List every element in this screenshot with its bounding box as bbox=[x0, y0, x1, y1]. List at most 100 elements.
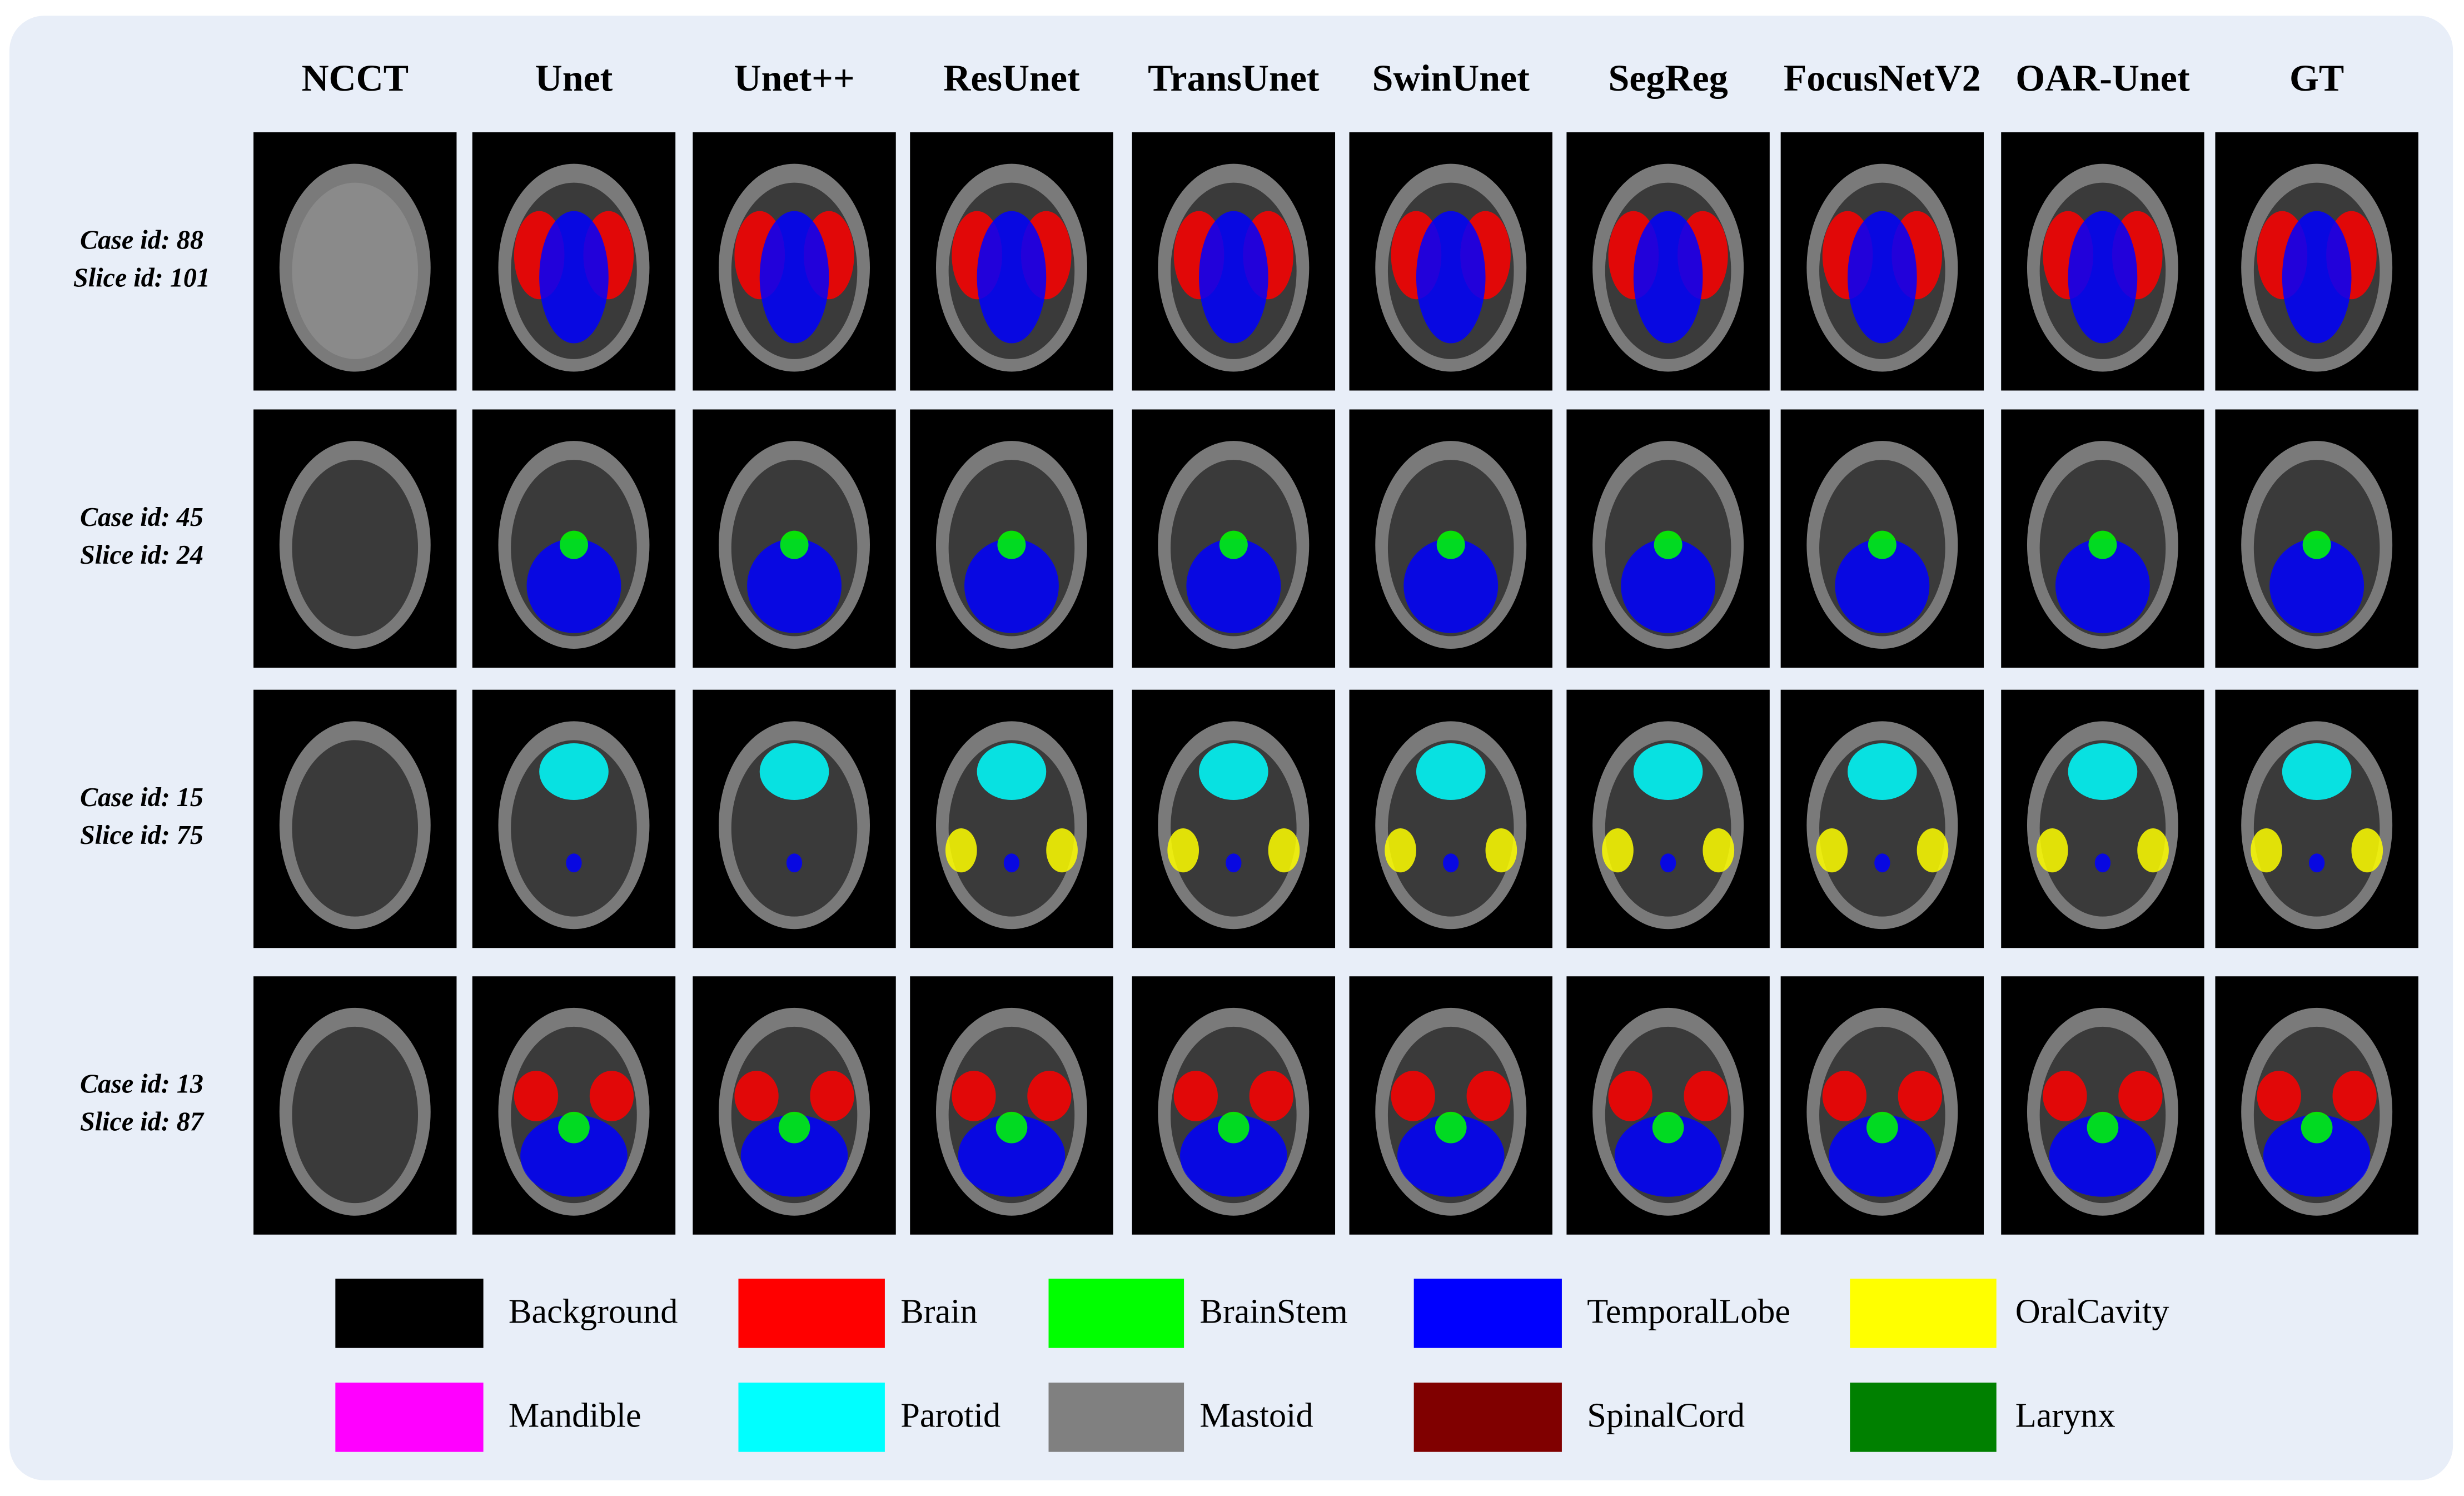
segmentation bbox=[2351, 828, 2383, 873]
segmentation bbox=[810, 1071, 854, 1121]
segmentation bbox=[2269, 538, 2365, 633]
case-id: Case id: 15 bbox=[80, 783, 203, 812]
segmentation bbox=[526, 538, 621, 633]
segmentation bbox=[1391, 1071, 1435, 1121]
segmentation bbox=[1848, 743, 1917, 800]
legend-label: Mastoid bbox=[1199, 1396, 1313, 1434]
segmentation bbox=[1602, 828, 1634, 873]
segmentation bbox=[589, 1071, 634, 1121]
legend-label: Larynx bbox=[2015, 1396, 2115, 1434]
segmentation bbox=[1466, 1071, 1511, 1121]
segmentation bbox=[1822, 1071, 1867, 1121]
segmentation bbox=[1199, 743, 1268, 800]
segmentation bbox=[520, 1115, 628, 1197]
segmentation bbox=[1180, 1115, 1287, 1197]
legend-swatch bbox=[1048, 1279, 1184, 1348]
segmentation bbox=[747, 538, 842, 633]
segmentation bbox=[1397, 1115, 1505, 1197]
segmentation bbox=[759, 211, 829, 344]
segmentation bbox=[1249, 1071, 1293, 1121]
skull-inner bbox=[948, 740, 1075, 917]
segmentation bbox=[786, 853, 803, 873]
segmentation bbox=[2257, 1071, 2301, 1121]
segmentation bbox=[2282, 211, 2352, 344]
segmentation bbox=[1816, 828, 1848, 873]
segmentation bbox=[1173, 1071, 1218, 1121]
segmentation bbox=[566, 853, 582, 873]
segmentation bbox=[1219, 530, 1248, 559]
segmentation bbox=[1868, 530, 1896, 559]
segmentation bbox=[964, 538, 1059, 633]
column-header: Unet++ bbox=[734, 57, 854, 99]
legend-swatch bbox=[335, 1383, 484, 1452]
segmentation bbox=[2263, 1115, 2371, 1197]
legend-swatch bbox=[1413, 1279, 1562, 1348]
segmentation bbox=[2332, 1071, 2377, 1121]
segmentation bbox=[558, 1111, 590, 1144]
column-header: OAR-Unet bbox=[2015, 57, 2190, 99]
segmentation bbox=[2055, 538, 2150, 633]
skull-inner bbox=[1171, 740, 1297, 917]
skull-inner bbox=[511, 740, 637, 917]
column-header: SegReg bbox=[1609, 57, 1728, 99]
legend-label: BrainStem bbox=[1199, 1293, 1347, 1331]
segmentation bbox=[539, 743, 609, 800]
segmentation bbox=[1443, 853, 1459, 873]
slice-id: Slice id: 24 bbox=[80, 540, 203, 570]
segmentation bbox=[952, 1071, 996, 1121]
legend-swatch bbox=[1850, 1383, 1997, 1452]
skull-inner bbox=[292, 1026, 419, 1204]
segmentation bbox=[1416, 211, 1486, 344]
segmentation bbox=[1660, 853, 1676, 873]
segmentation bbox=[1835, 538, 1930, 633]
skull-inner bbox=[1605, 740, 1731, 917]
legend-swatch bbox=[738, 1279, 885, 1348]
segmentation bbox=[1186, 538, 1281, 633]
segmentation bbox=[1829, 1115, 1936, 1197]
column-header: ResUnet bbox=[943, 57, 1080, 99]
skull-inner bbox=[1387, 740, 1514, 917]
segmentation bbox=[1652, 1111, 1684, 1144]
slice-id: Slice id: 75 bbox=[80, 821, 203, 850]
column-header: FocusNetV2 bbox=[1784, 57, 1981, 99]
segmentation bbox=[997, 530, 1026, 559]
segmentation bbox=[1385, 828, 1416, 873]
segmentation bbox=[1436, 530, 1465, 559]
segmentation bbox=[2118, 1071, 2163, 1121]
column-header: NCCT bbox=[301, 57, 409, 99]
legend-label: SpinalCord bbox=[1587, 1396, 1745, 1434]
segmentation bbox=[1898, 1071, 1942, 1121]
segmentation bbox=[1608, 1071, 1652, 1121]
segmentation bbox=[780, 530, 809, 559]
legend-label: Brain bbox=[900, 1293, 977, 1331]
skull-inner bbox=[731, 740, 858, 917]
skull-inner bbox=[292, 182, 419, 359]
legend-label: TemporalLobe bbox=[1587, 1293, 1790, 1331]
segmentation bbox=[539, 211, 609, 344]
segmentation bbox=[1848, 211, 1917, 344]
segmentation bbox=[1703, 828, 1735, 873]
segmentation bbox=[2137, 828, 2169, 873]
segmentation bbox=[995, 1111, 1028, 1144]
legend-label: Mandible bbox=[509, 1396, 641, 1434]
legend-label: OralCavity bbox=[2015, 1293, 2169, 1331]
segmentation bbox=[1403, 538, 1499, 633]
segmentation bbox=[1874, 853, 1890, 873]
segmentation bbox=[1866, 1111, 1898, 1144]
column-header: Unet bbox=[535, 57, 613, 99]
segmentation bbox=[734, 1071, 779, 1121]
segmentation bbox=[977, 743, 1047, 800]
segmentation bbox=[2068, 211, 2138, 344]
legend-swatch bbox=[335, 1279, 484, 1348]
case-id: Case id: 13 bbox=[80, 1070, 203, 1099]
segmentation bbox=[2308, 853, 2325, 873]
segmentation bbox=[759, 743, 829, 800]
segmentation bbox=[1268, 828, 1300, 873]
legend-swatch bbox=[1850, 1279, 1997, 1348]
segmentation bbox=[2094, 853, 2111, 873]
segmentation bbox=[1917, 828, 1949, 873]
column-header: TransUnet bbox=[1148, 57, 1320, 99]
segmentation bbox=[1027, 1071, 1072, 1121]
segmentation bbox=[1614, 1115, 1722, 1197]
